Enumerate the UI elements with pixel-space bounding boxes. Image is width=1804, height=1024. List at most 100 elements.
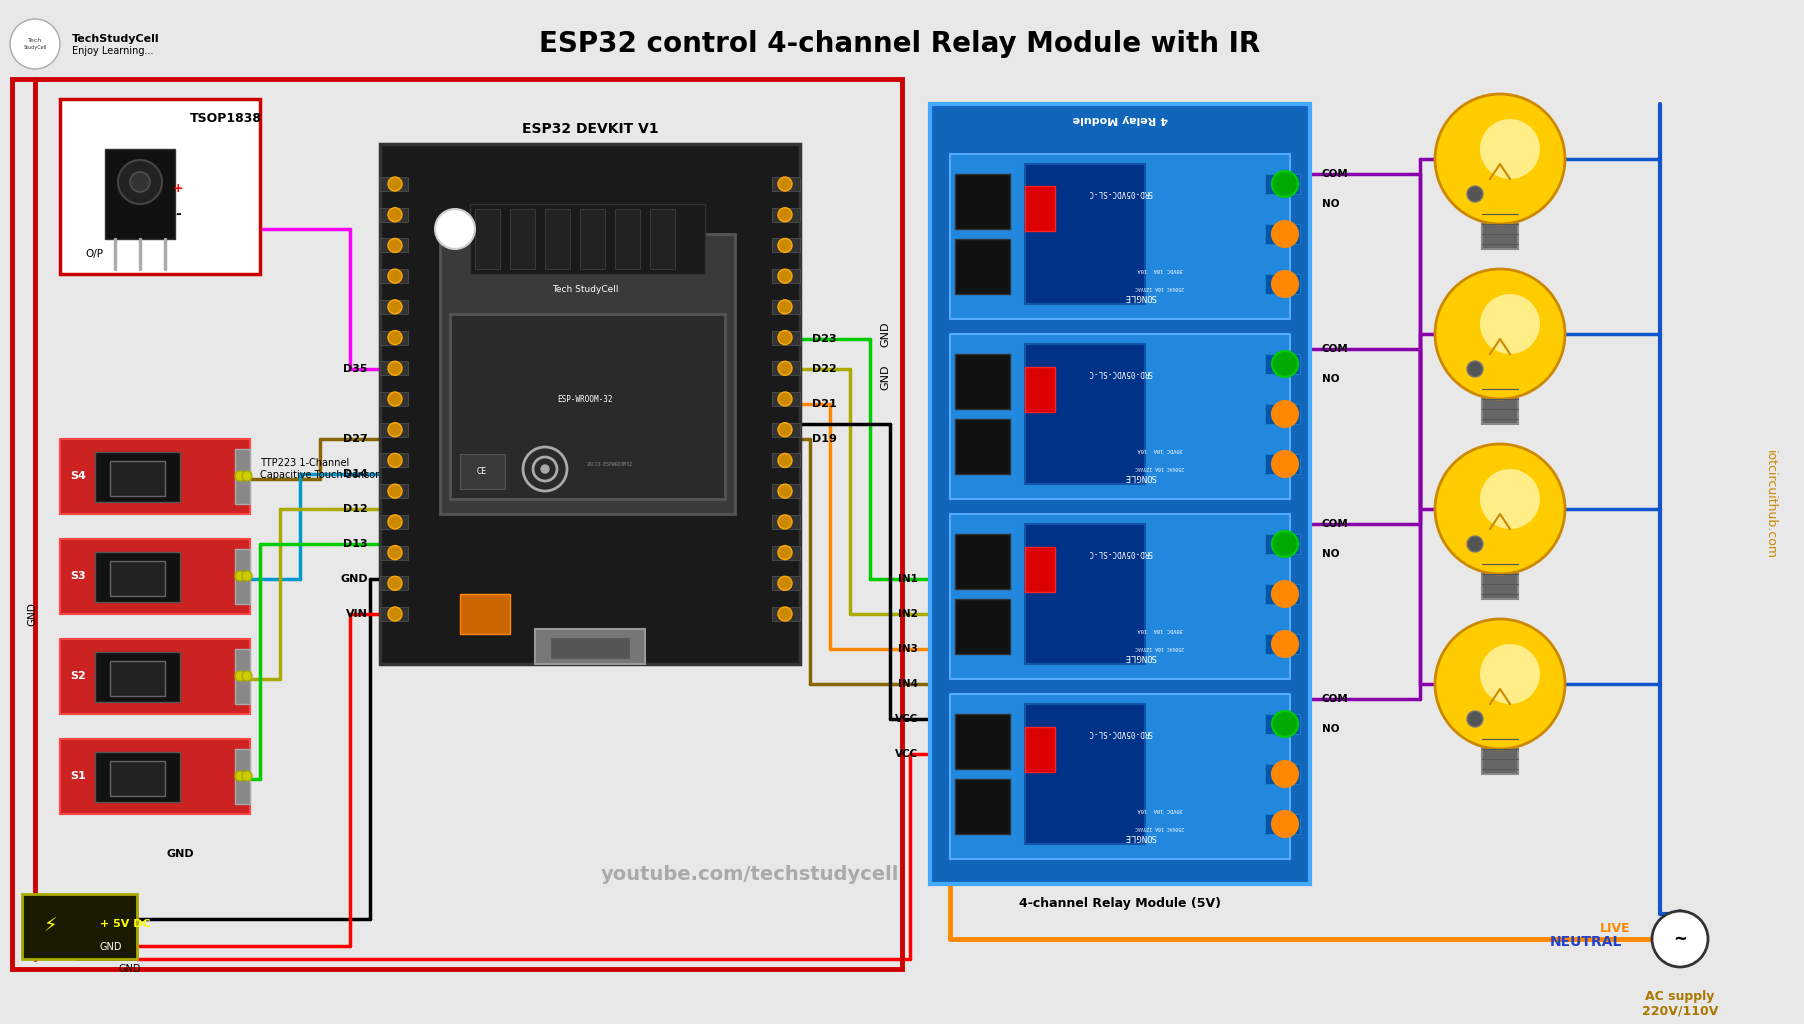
Bar bbox=[235, 749, 251, 804]
Text: NO: NO bbox=[1322, 374, 1340, 384]
Circle shape bbox=[388, 177, 402, 191]
Text: SONGLE: SONGLE bbox=[1124, 472, 1156, 481]
Text: IN4: IN4 bbox=[898, 679, 918, 689]
Text: youtube.com/techstudycell: youtube.com/techstudycell bbox=[601, 864, 898, 884]
Bar bbox=[1483, 369, 1517, 424]
Bar bbox=[22, 894, 137, 959]
Text: SRD-05VDC-SL-C: SRD-05VDC-SL-C bbox=[1088, 188, 1153, 198]
Bar bbox=[772, 484, 799, 498]
Circle shape bbox=[235, 471, 245, 481]
Bar bbox=[471, 204, 705, 274]
Bar bbox=[954, 239, 1010, 294]
Bar bbox=[96, 552, 180, 602]
Circle shape bbox=[1467, 536, 1483, 552]
Bar bbox=[110, 662, 164, 696]
Circle shape bbox=[388, 546, 402, 559]
Bar bbox=[615, 209, 640, 269]
Text: NO: NO bbox=[1322, 199, 1340, 209]
Bar bbox=[110, 761, 164, 796]
Circle shape bbox=[388, 269, 402, 284]
Circle shape bbox=[388, 484, 402, 498]
Circle shape bbox=[235, 671, 245, 681]
Bar bbox=[951, 154, 1290, 319]
Bar bbox=[1025, 186, 1055, 231]
Text: GND: GND bbox=[880, 322, 889, 347]
Bar bbox=[772, 177, 799, 191]
Text: D22: D22 bbox=[812, 364, 837, 374]
Bar bbox=[381, 144, 799, 664]
Bar bbox=[1025, 524, 1146, 664]
Text: StudyCell: StudyCell bbox=[23, 44, 47, 49]
Circle shape bbox=[778, 515, 792, 528]
Text: D23: D23 bbox=[812, 334, 837, 344]
Bar bbox=[772, 331, 799, 344]
Bar bbox=[449, 314, 725, 499]
Text: NEUTRAL: NEUTRAL bbox=[1550, 935, 1622, 949]
Text: TTP223 1-Channel
Capacitive Touch Sensor: TTP223 1-Channel Capacitive Touch Sensor bbox=[260, 458, 379, 480]
Circle shape bbox=[778, 484, 792, 498]
Bar bbox=[1265, 814, 1301, 834]
Text: D19: D19 bbox=[812, 434, 837, 444]
Bar bbox=[381, 269, 408, 284]
Bar bbox=[381, 239, 408, 253]
Text: GND: GND bbox=[99, 942, 123, 952]
Text: 30VDC 10A  10A: 30VDC 10A 10A bbox=[1137, 267, 1183, 272]
Bar bbox=[1265, 584, 1301, 604]
Circle shape bbox=[242, 771, 253, 781]
Bar bbox=[96, 752, 180, 802]
Text: TechStud: TechStud bbox=[402, 537, 797, 611]
Text: GND: GND bbox=[119, 964, 141, 974]
Text: 250VAC 10A 125VAC: 250VAC 10A 125VAC bbox=[1135, 825, 1185, 830]
Bar bbox=[60, 439, 251, 514]
Bar bbox=[1265, 404, 1301, 424]
Text: 30VDC 10A  10A: 30VDC 10A 10A bbox=[1137, 447, 1183, 453]
Circle shape bbox=[1467, 186, 1483, 202]
Text: 250VAC 10A 125VAC: 250VAC 10A 125VAC bbox=[1135, 645, 1185, 650]
Text: + 5V DC: + 5V DC bbox=[99, 919, 150, 929]
Text: O/P: O/P bbox=[85, 249, 103, 259]
Circle shape bbox=[541, 465, 548, 473]
Circle shape bbox=[1272, 351, 1299, 377]
Text: CE: CE bbox=[476, 467, 487, 475]
Circle shape bbox=[1467, 711, 1483, 727]
Circle shape bbox=[778, 331, 792, 344]
Circle shape bbox=[388, 208, 402, 222]
Circle shape bbox=[1272, 451, 1299, 477]
Text: COM: COM bbox=[1322, 169, 1349, 179]
Text: IN1: IN1 bbox=[898, 574, 918, 584]
Bar bbox=[381, 515, 408, 528]
Text: VCC: VCC bbox=[895, 749, 918, 759]
Bar bbox=[581, 209, 604, 269]
Text: IN2: IN2 bbox=[898, 609, 918, 618]
Text: S4: S4 bbox=[70, 471, 87, 481]
Text: ZAC72-ESPWROOM32: ZAC72-ESPWROOM32 bbox=[586, 462, 633, 467]
Circle shape bbox=[117, 160, 162, 204]
Bar bbox=[954, 779, 1010, 834]
Text: D14: D14 bbox=[343, 469, 368, 479]
Circle shape bbox=[1652, 911, 1708, 967]
Text: TSOP1838: TSOP1838 bbox=[189, 113, 262, 126]
Circle shape bbox=[435, 209, 474, 249]
Circle shape bbox=[1479, 294, 1541, 354]
Circle shape bbox=[778, 239, 792, 253]
Bar bbox=[954, 714, 1010, 769]
Bar bbox=[381, 607, 408, 621]
Bar bbox=[60, 739, 251, 814]
Text: D35: D35 bbox=[343, 364, 368, 374]
Bar bbox=[954, 419, 1010, 474]
Bar bbox=[1025, 367, 1055, 412]
Text: SONGLE: SONGLE bbox=[1124, 293, 1156, 301]
Text: ~: ~ bbox=[1672, 930, 1687, 948]
Circle shape bbox=[388, 239, 402, 253]
Text: GND: GND bbox=[341, 574, 368, 584]
Text: 30VDC 10A  10A: 30VDC 10A 10A bbox=[1137, 628, 1183, 633]
Bar bbox=[381, 300, 408, 314]
Bar bbox=[460, 454, 505, 489]
Bar bbox=[1483, 544, 1517, 599]
Text: AC supply
220V/110V: AC supply 220V/110V bbox=[1642, 990, 1717, 1018]
Bar bbox=[110, 461, 164, 496]
Circle shape bbox=[242, 671, 253, 681]
Bar bbox=[951, 694, 1290, 859]
Circle shape bbox=[1272, 271, 1299, 297]
Text: D27: D27 bbox=[343, 434, 368, 444]
